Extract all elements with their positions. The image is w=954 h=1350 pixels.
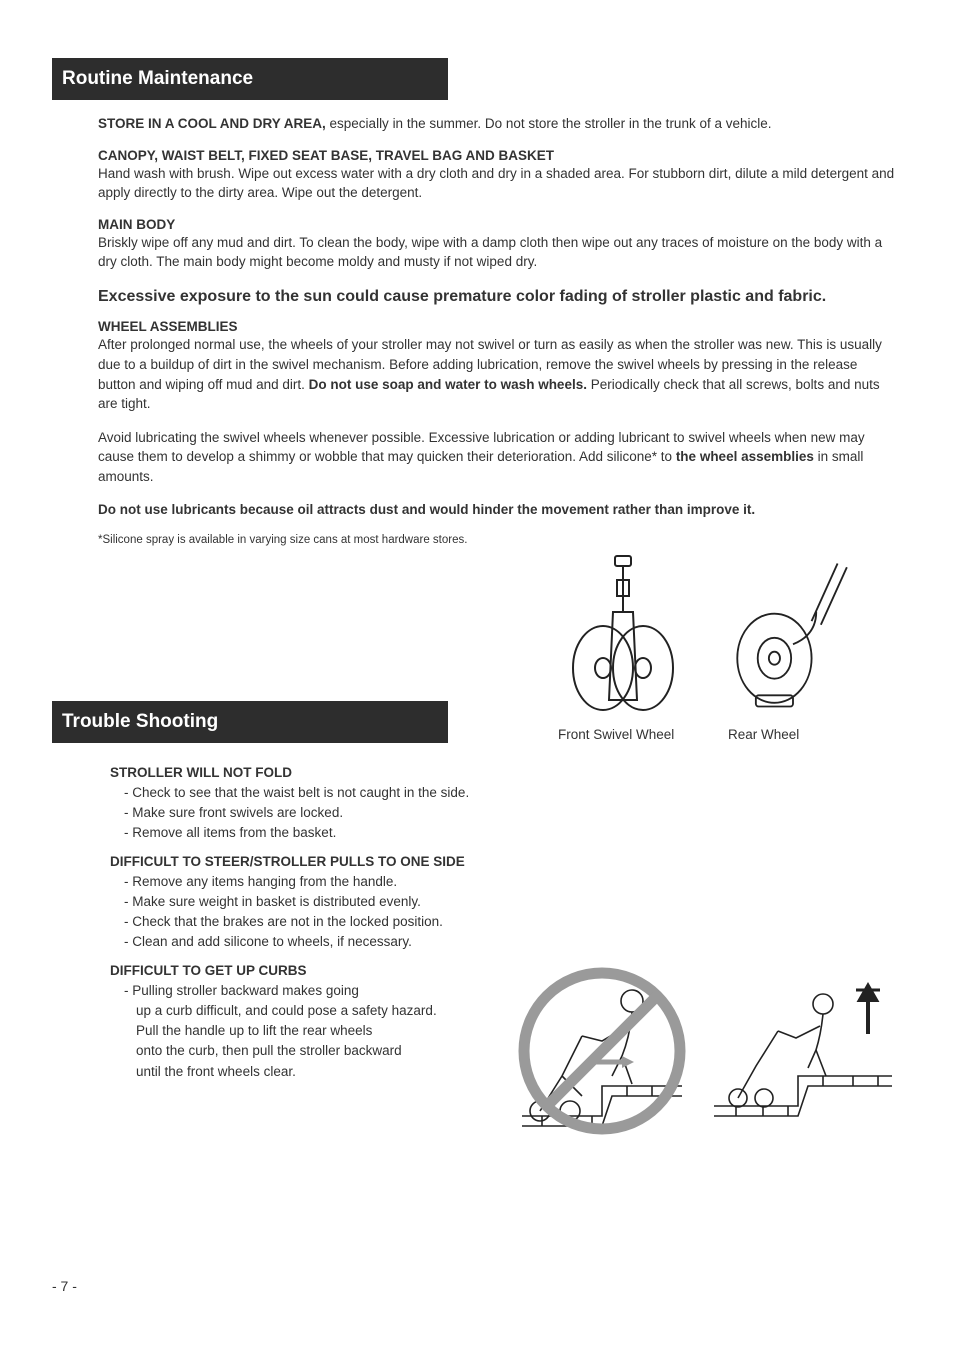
wheel-head: WHEEL ASSEMBLIES xyxy=(98,319,898,334)
curb-wrong-icon xyxy=(512,966,692,1141)
store-lead: STORE IN A COOL AND DRY AREA, xyxy=(98,116,326,131)
store-rest: especially in the summer. Do not store t… xyxy=(326,116,772,131)
ts-notfold-a: - Check to see that the waist belt is no… xyxy=(124,783,902,803)
canopy-head: CANOPY, WAIST BELT, FIXED SEAT BASE, TRA… xyxy=(98,148,898,163)
front-wheel-label: Front Swivel Wheel xyxy=(558,726,688,745)
wheel-p1: After prolonged normal use, the wheels o… xyxy=(98,335,898,413)
curb-correct-icon xyxy=(708,976,898,1131)
canopy-body: Hand wash with brush. Wipe out excess wa… xyxy=(98,164,898,203)
ts-steer-a: - Remove any items hanging from the hand… xyxy=(124,872,902,892)
lubricant-warning: Do not use lubricants because oil attrac… xyxy=(98,500,898,520)
front-wheel-figure: Front Swivel Wheel xyxy=(558,550,688,745)
front-wheel-icon xyxy=(558,550,688,720)
ts-notfold-c: - Remove all items from the basket. xyxy=(124,823,902,843)
ts-notfold-b: - Make sure front swivels are locked. xyxy=(124,803,902,823)
sun-warning: Excessive exposure to the sun could caus… xyxy=(98,286,898,308)
page: Routine Maintenance STORE IN A COOL AND … xyxy=(0,0,954,1082)
store-paragraph: STORE IN A COOL AND DRY AREA, especially… xyxy=(98,114,898,134)
wheel-p2: Avoid lubricating the swivel wheels when… xyxy=(98,428,898,487)
canopy-block: CANOPY, WAIST BELT, FIXED SEAT BASE, TRA… xyxy=(98,148,898,203)
wheel-p2-b: the wheel assemblies xyxy=(676,449,814,464)
rear-wheel-label: Rear Wheel xyxy=(728,726,858,745)
rear-wheel-icon xyxy=(728,550,858,720)
mainbody-head: MAIN BODY xyxy=(98,217,898,232)
ts-steer-d: - Clean and add silicone to wheels, if n… xyxy=(124,932,902,952)
wheel-p1-b: Do not use soap and water to wash wheels… xyxy=(309,377,587,392)
troubleshooting-section-header: Trouble Shooting xyxy=(52,701,448,743)
page-number: - 7 - xyxy=(52,1278,77,1294)
ts-notfold-head: STROLLER WILL NOT FOLD xyxy=(110,765,902,780)
ts-steer-head: DIFFICULT TO STEER/STROLLER PULLS TO ONE… xyxy=(110,854,902,869)
silicone-footnote: *Silicone spray is available in varying … xyxy=(98,534,898,546)
mainbody-block: MAIN BODY Briskly wipe off any mud and d… xyxy=(98,217,898,272)
wheel-block: WHEEL ASSEMBLIES After prolonged normal … xyxy=(98,319,898,486)
maintenance-content: STORE IN A COOL AND DRY AREA, especially… xyxy=(98,114,898,745)
maintenance-section-header: Routine Maintenance xyxy=(52,58,448,100)
ts-steer-c: - Check that the brakes are not in the l… xyxy=(124,912,902,932)
curb-figures-row xyxy=(512,966,898,1141)
ts-steer-b: - Make sure weight in basket is distribu… xyxy=(124,892,902,912)
rear-wheel-figure: Rear Wheel xyxy=(728,550,858,745)
mainbody-body: Briskly wipe off any mud and dirt. To cl… xyxy=(98,233,898,272)
